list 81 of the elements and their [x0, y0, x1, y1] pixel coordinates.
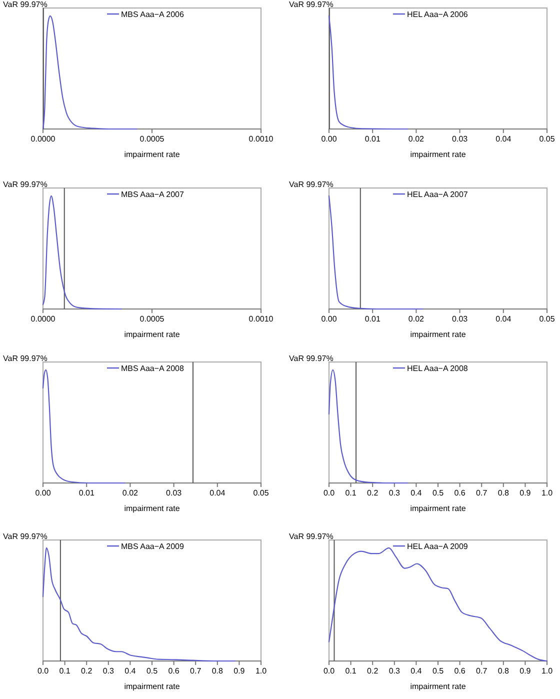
- x-tick-label: 0.7: [190, 666, 202, 676]
- x-tick-label: 0.8: [498, 666, 510, 676]
- x-tick-label: 0.01: [364, 134, 381, 144]
- x-tick-label: 0.2: [367, 666, 379, 676]
- x-tick-label: 1.0: [255, 666, 268, 676]
- x-tick-label: 1.0: [541, 488, 554, 498]
- x-tick-label: 0.0000: [30, 134, 56, 144]
- x-tick-label: 0.01: [364, 314, 381, 324]
- x-tick-label: 0.7: [476, 488, 488, 498]
- x-tick-label: 0.2: [367, 488, 379, 498]
- x-tick-label: 0.04: [210, 488, 226, 498]
- text: VaR 99.97%: [289, 180, 334, 189]
- x-tick-label: 0.0000: [30, 314, 56, 324]
- x-tick-label: 0.05: [539, 134, 556, 144]
- legend-label: HEL Aaa−A 2008: [407, 364, 468, 373]
- x-tick-label: 0.02: [122, 488, 139, 498]
- x-tick-label: 0.4: [410, 666, 422, 676]
- x-tick-label: 0.0005: [140, 134, 165, 144]
- x-axis-title: impairment rate: [124, 330, 180, 339]
- x-tick-label: 0.3: [388, 488, 401, 498]
- x-axis-title: impairment rate: [410, 504, 466, 513]
- x-tick-label: 0.1: [345, 666, 357, 676]
- x-axis-title: impairment rate: [124, 150, 180, 159]
- x-tick-label: 0.1: [59, 666, 71, 676]
- x-tick-label: 0.00: [35, 488, 52, 498]
- x-tick-label: 0.03: [166, 488, 182, 498]
- x-tick-label: 0.7: [476, 666, 488, 676]
- legend-label: HEL Aaa−A 2006: [407, 10, 468, 19]
- x-tick-label: 0.8: [498, 488, 510, 498]
- x-tick-label: 0.0: [323, 488, 336, 498]
- text: VaR 99.97%: [3, 180, 48, 189]
- x-tick-label: 0.9: [520, 666, 532, 676]
- x-axis-title: impairment rate: [410, 150, 466, 159]
- x-tick-label: 0.01: [78, 488, 95, 498]
- x-tick-label: 0.6: [168, 666, 180, 676]
- x-tick-label: 0.6: [454, 666, 466, 676]
- legend-label: MBS Aaa−A 2008: [121, 364, 184, 373]
- text: VaR 99.97%: [3, 532, 48, 541]
- x-tick-label: 0.0: [37, 666, 50, 676]
- text: VaR 99.97%: [289, 532, 334, 541]
- x-tick-label: 0.0: [323, 666, 336, 676]
- x-tick-label: 0.03: [452, 134, 468, 144]
- x-axis-title: impairment rate: [124, 682, 180, 691]
- x-tick-label: 0.05: [253, 488, 270, 498]
- x-tick-label: 0.4: [124, 666, 136, 676]
- x-tick-label: 0.00: [321, 314, 338, 324]
- x-tick-label: 0.6: [454, 488, 466, 498]
- legend-label: MBS Aaa−A 2006: [121, 10, 184, 19]
- x-tick-label: 0.3: [102, 666, 115, 676]
- x-tick-label: 0.5: [146, 666, 158, 676]
- legend-label: HEL Aaa−A 2007: [407, 190, 468, 199]
- x-tick-label: 0.4: [410, 488, 422, 498]
- x-tick-label: 0.5: [432, 488, 444, 498]
- text: VaR 99.97%: [289, 0, 334, 9]
- x-tick-label: 0.0010: [248, 314, 274, 324]
- x-tick-label: 0.00: [321, 134, 338, 144]
- x-tick-label: 0.1: [345, 488, 357, 498]
- x-tick-label: 0.02: [408, 134, 425, 144]
- x-tick-label: 0.03: [452, 314, 468, 324]
- x-tick-label: 0.0010: [248, 134, 274, 144]
- x-tick-label: 0.5: [432, 666, 444, 676]
- x-axis-title: impairment rate: [124, 504, 180, 513]
- x-tick-label: 0.9: [520, 488, 532, 498]
- x-tick-label: 0.2: [81, 666, 93, 676]
- text: VaR 99.97%: [289, 354, 334, 363]
- x-axis-title: impairment rate: [410, 330, 466, 339]
- x-tick-label: 0.04: [496, 314, 512, 324]
- legend-label: MBS Aaa−A 2007: [121, 190, 184, 199]
- x-tick-label: 0.3: [388, 666, 401, 676]
- legend-label: HEL Aaa−A 2009: [407, 542, 468, 551]
- legend-label: MBS Aaa−A 2009: [121, 542, 184, 551]
- x-tick-label: 0.02: [408, 314, 425, 324]
- x-tick-label: 0.0005: [140, 314, 165, 324]
- text: VaR 99.97%: [3, 0, 48, 9]
- x-tick-label: 1.0: [541, 666, 554, 676]
- x-tick-label: 0.9: [234, 666, 246, 676]
- x-axis-title: impairment rate: [410, 682, 466, 691]
- x-tick-label: 0.05: [539, 314, 556, 324]
- x-tick-label: 0.04: [496, 134, 512, 144]
- x-tick-label: 0.8: [212, 666, 224, 676]
- text: VaR 99.97%: [3, 354, 48, 363]
